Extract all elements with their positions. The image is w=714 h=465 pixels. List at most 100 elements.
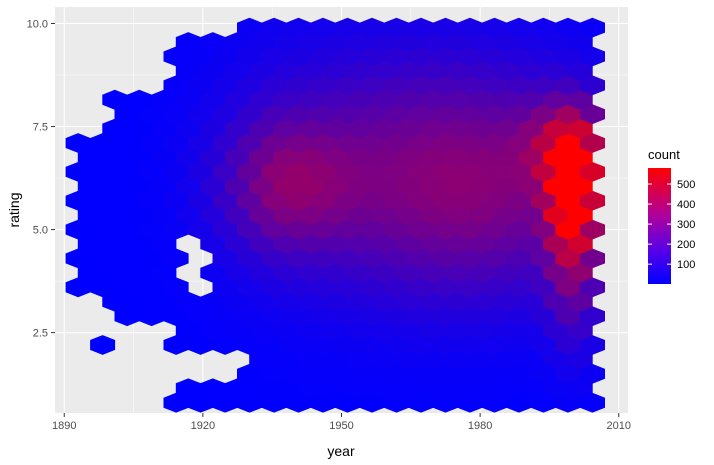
hex-bin — [298, 291, 324, 312]
hex-bin — [506, 392, 532, 413]
hex-bin — [298, 378, 324, 399]
hex-bin — [396, 205, 422, 226]
hex-bin — [383, 392, 409, 413]
legend-break-label: 500 — [677, 179, 695, 191]
hex-bin — [481, 190, 507, 211]
hex-bin — [175, 32, 201, 52]
hex-bin — [530, 392, 556, 413]
hex-bin — [114, 162, 140, 182]
hex-bin — [518, 349, 544, 370]
hex-bin — [506, 306, 532, 327]
hex-bin — [65, 162, 91, 182]
hex-bin — [200, 234, 226, 254]
hex-bin — [506, 46, 532, 67]
hex-bin — [432, 190, 458, 211]
hex-bin — [543, 349, 569, 370]
hex-bin — [530, 306, 556, 327]
hex-bin — [396, 176, 422, 197]
hex-bin — [371, 349, 397, 370]
hex-bin — [408, 75, 434, 96]
hex-bin — [200, 291, 226, 312]
hex-bin — [335, 162, 361, 182]
hex-bin — [420, 205, 446, 226]
hex-bin — [445, 147, 471, 168]
hex-bin — [359, 392, 385, 413]
hex-bin — [286, 277, 312, 298]
hex-bin — [555, 248, 581, 269]
hex-bin — [555, 335, 581, 355]
hex-bin — [555, 75, 581, 96]
hex-bin — [139, 306, 165, 327]
hex-bin — [175, 320, 201, 341]
hex-bin — [261, 17, 287, 38]
hex-bin — [579, 248, 605, 269]
hex-bin — [237, 363, 263, 384]
hex-bin — [273, 118, 299, 139]
hex-bin — [567, 118, 593, 139]
hex-bin — [469, 61, 495, 81]
hex-bin — [432, 133, 458, 153]
hex-bin — [347, 205, 373, 226]
hex-bin — [420, 32, 446, 52]
hex-bin — [261, 133, 287, 153]
hex-bin — [65, 277, 91, 298]
hex-bin — [188, 162, 214, 182]
hex-bin — [261, 306, 287, 327]
hex-bin — [188, 392, 214, 413]
hex-bin — [224, 262, 250, 283]
hex-bin — [249, 234, 275, 254]
hex-bin — [310, 277, 336, 298]
hex-bin — [200, 61, 226, 81]
hex-bin — [298, 147, 324, 168]
hex-bin — [298, 61, 324, 81]
hex-bin — [90, 133, 116, 153]
hex-bin — [481, 219, 507, 240]
hex-bin — [249, 205, 275, 226]
hex-bin — [310, 248, 336, 269]
x-tick-label: 1920 — [191, 420, 215, 432]
hex-bin — [90, 190, 116, 211]
hex-bin — [408, 335, 434, 355]
hex-bin — [420, 234, 446, 254]
legend-ticks: 100 200 300 400 500 — [648, 179, 695, 271]
hex-bin — [310, 190, 336, 211]
legend-break-label: 200 — [677, 239, 695, 251]
hex-bin — [567, 205, 593, 226]
hex-bin — [567, 176, 593, 197]
hex-layer — [65, 17, 605, 413]
hex-bin — [469, 320, 495, 341]
hex-bin — [469, 118, 495, 139]
hex-bin — [408, 190, 434, 211]
hex-bin — [322, 291, 348, 312]
hex-bin — [298, 205, 324, 226]
hex-bin — [445, 32, 471, 52]
hex-bin — [481, 133, 507, 153]
hex-bin — [273, 291, 299, 312]
hex-bin — [445, 291, 471, 312]
hex-bin — [224, 32, 250, 52]
hex-bin — [359, 248, 385, 269]
hex-bin — [506, 248, 532, 269]
hex-bin — [371, 205, 397, 226]
hex-bin — [151, 234, 177, 254]
hex-bin — [126, 89, 152, 110]
hex-bin — [494, 89, 520, 110]
hex-bin — [494, 262, 520, 283]
hex-bin — [543, 234, 569, 254]
hex-bin — [249, 320, 275, 341]
hex-bin — [579, 190, 605, 211]
hex-bin — [432, 219, 458, 240]
hex-bin — [445, 205, 471, 226]
hex-bin — [567, 61, 593, 81]
hex-bin — [237, 219, 263, 240]
hex-bin — [188, 75, 214, 96]
legend-title: count — [648, 147, 680, 162]
x-axis-title: year — [327, 443, 355, 459]
hex-bin — [396, 320, 422, 341]
hex-bin — [335, 363, 361, 384]
hex-bin — [310, 335, 336, 355]
x-tick-label: 1890 — [52, 420, 76, 432]
hex-bin — [408, 363, 434, 384]
hex-bin — [579, 17, 605, 38]
hex-bin — [383, 219, 409, 240]
